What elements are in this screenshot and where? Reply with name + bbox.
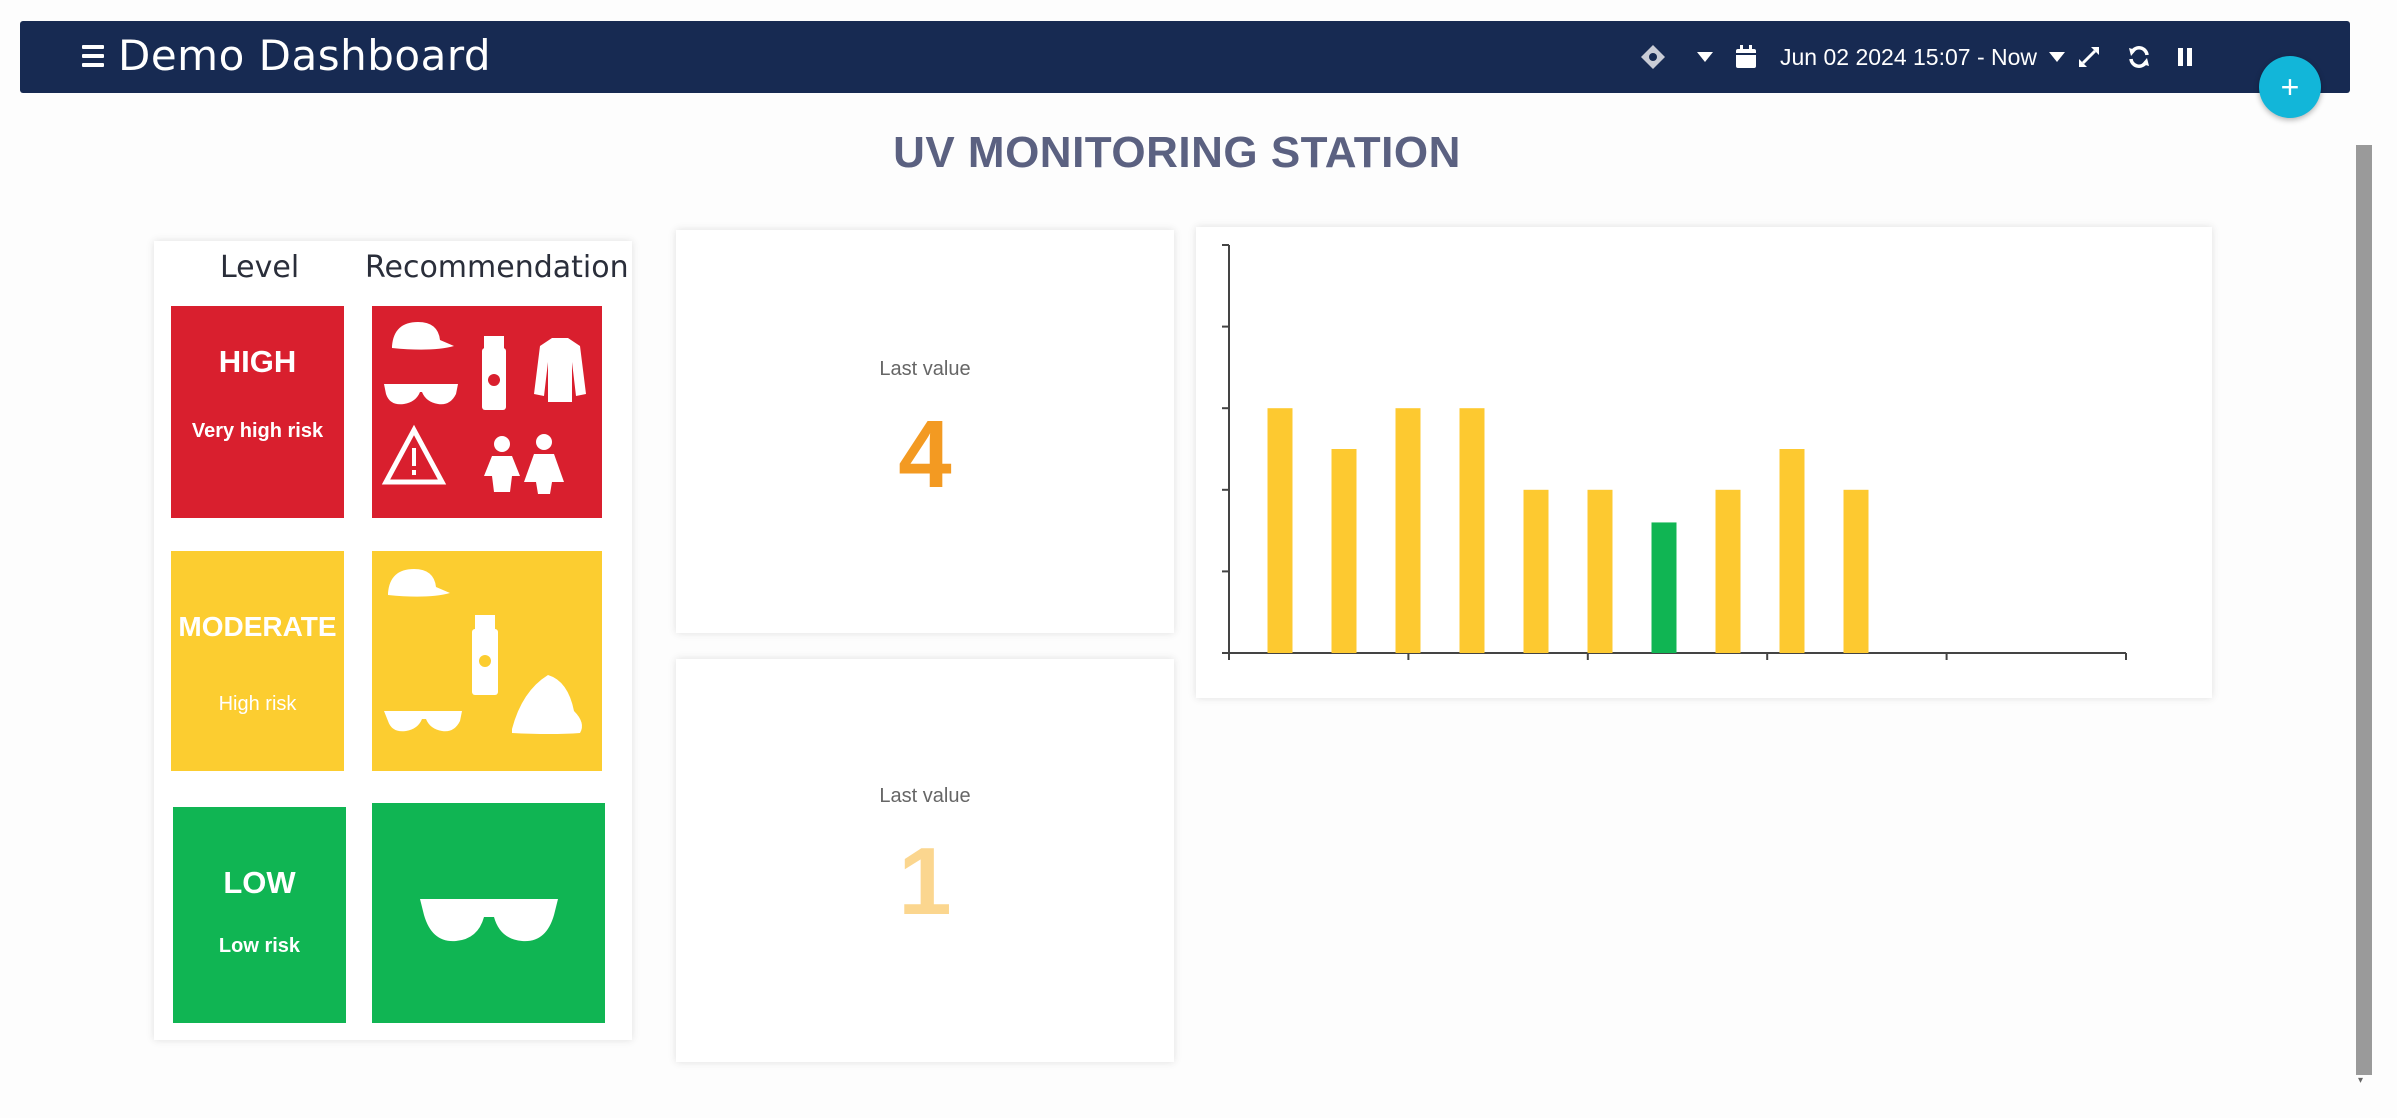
chart-bar[interactable] — [1267, 408, 1293, 653]
recommendation-tile-moderate — [372, 551, 602, 771]
recommendation-tile-low — [372, 803, 605, 1023]
chart-bar[interactable] — [1715, 489, 1741, 653]
uv-bar-chart — [1222, 244, 2127, 660]
menu-icon[interactable] — [82, 45, 104, 69]
chart-bar[interactable] — [1331, 449, 1357, 653]
long-sleeve-shirt-icon — [534, 338, 586, 402]
calendar-icon[interactable] — [1726, 21, 1766, 93]
cap-icon — [392, 322, 454, 350]
sunglasses-icon — [420, 899, 558, 942]
warning-icon — [381, 424, 447, 485]
level-name: MODERATE — [178, 611, 337, 642]
level-risk: High risk — [218, 693, 297, 715]
level-risk: Low risk — [218, 935, 301, 957]
chart-bar[interactable] — [1395, 408, 1421, 653]
level-column-header: Level — [220, 250, 300, 285]
last-value-number: 4 — [898, 401, 952, 508]
caret-down-icon[interactable] — [1692, 21, 1718, 93]
recommendation-column-header: Recommendation — [365, 250, 629, 285]
last-value-panel-2: Last value 1 — [676, 659, 1174, 1062]
last-value-label: Last value — [879, 785, 971, 807]
last-value-number: 1 — [898, 828, 952, 935]
level-tile-high: HIGH Very high risk — [171, 306, 344, 518]
time-range-label: Jun 02 2024 15:07 - Now — [1780, 43, 2038, 70]
last-value-label: Last value — [879, 358, 971, 380]
location-icon[interactable] — [1636, 21, 1670, 93]
top-bar: Demo Dashboard Jun 02 2024 15:07 - Now — [20, 21, 2350, 93]
chart-bar[interactable] — [1651, 522, 1677, 653]
level-name: HIGH — [218, 344, 297, 379]
expand-icon[interactable] — [2072, 21, 2106, 93]
dashboard-title: Demo Dashboard — [118, 31, 492, 80]
chart-bar[interactable] — [1779, 449, 1805, 653]
scrollbar[interactable] — [2356, 145, 2372, 1075]
level-tile-low: LOW Low risk — [173, 807, 346, 1023]
sun-hat-icon — [512, 675, 582, 734]
sunglasses-icon — [384, 711, 462, 732]
children-icon — [484, 434, 564, 494]
last-value-panel-1: Last value 4 — [676, 230, 1174, 633]
page-title: UV MONITORING STATION — [893, 128, 1461, 177]
scroll-down-arrow[interactable]: ▾ — [2358, 1075, 2364, 1086]
refresh-icon[interactable] — [2122, 21, 2156, 93]
uv-history-chart-panel — [1196, 227, 2212, 698]
time-range-caret-icon — [2049, 52, 2066, 62]
sunscreen-icon — [472, 615, 498, 695]
level-risk: Very high risk — [191, 420, 324, 442]
chart-bar[interactable] — [1587, 489, 1613, 653]
level-name: LOW — [223, 865, 296, 900]
time-range-picker[interactable]: Jun 02 2024 15:07 - Now — [1780, 21, 2066, 93]
recommendation-tile-high — [372, 306, 602, 518]
sunscreen-icon — [482, 336, 506, 410]
cap-icon — [388, 569, 450, 597]
sunglasses-icon — [384, 384, 458, 405]
chart-bar[interactable] — [1523, 489, 1549, 653]
pause-icon[interactable] — [2168, 21, 2202, 93]
add-button[interactable]: + — [2259, 56, 2321, 118]
chart-bar[interactable] — [1459, 408, 1485, 653]
chart-bar[interactable] — [1843, 489, 1869, 653]
level-tile-moderate: MODERATE High risk — [171, 551, 344, 771]
